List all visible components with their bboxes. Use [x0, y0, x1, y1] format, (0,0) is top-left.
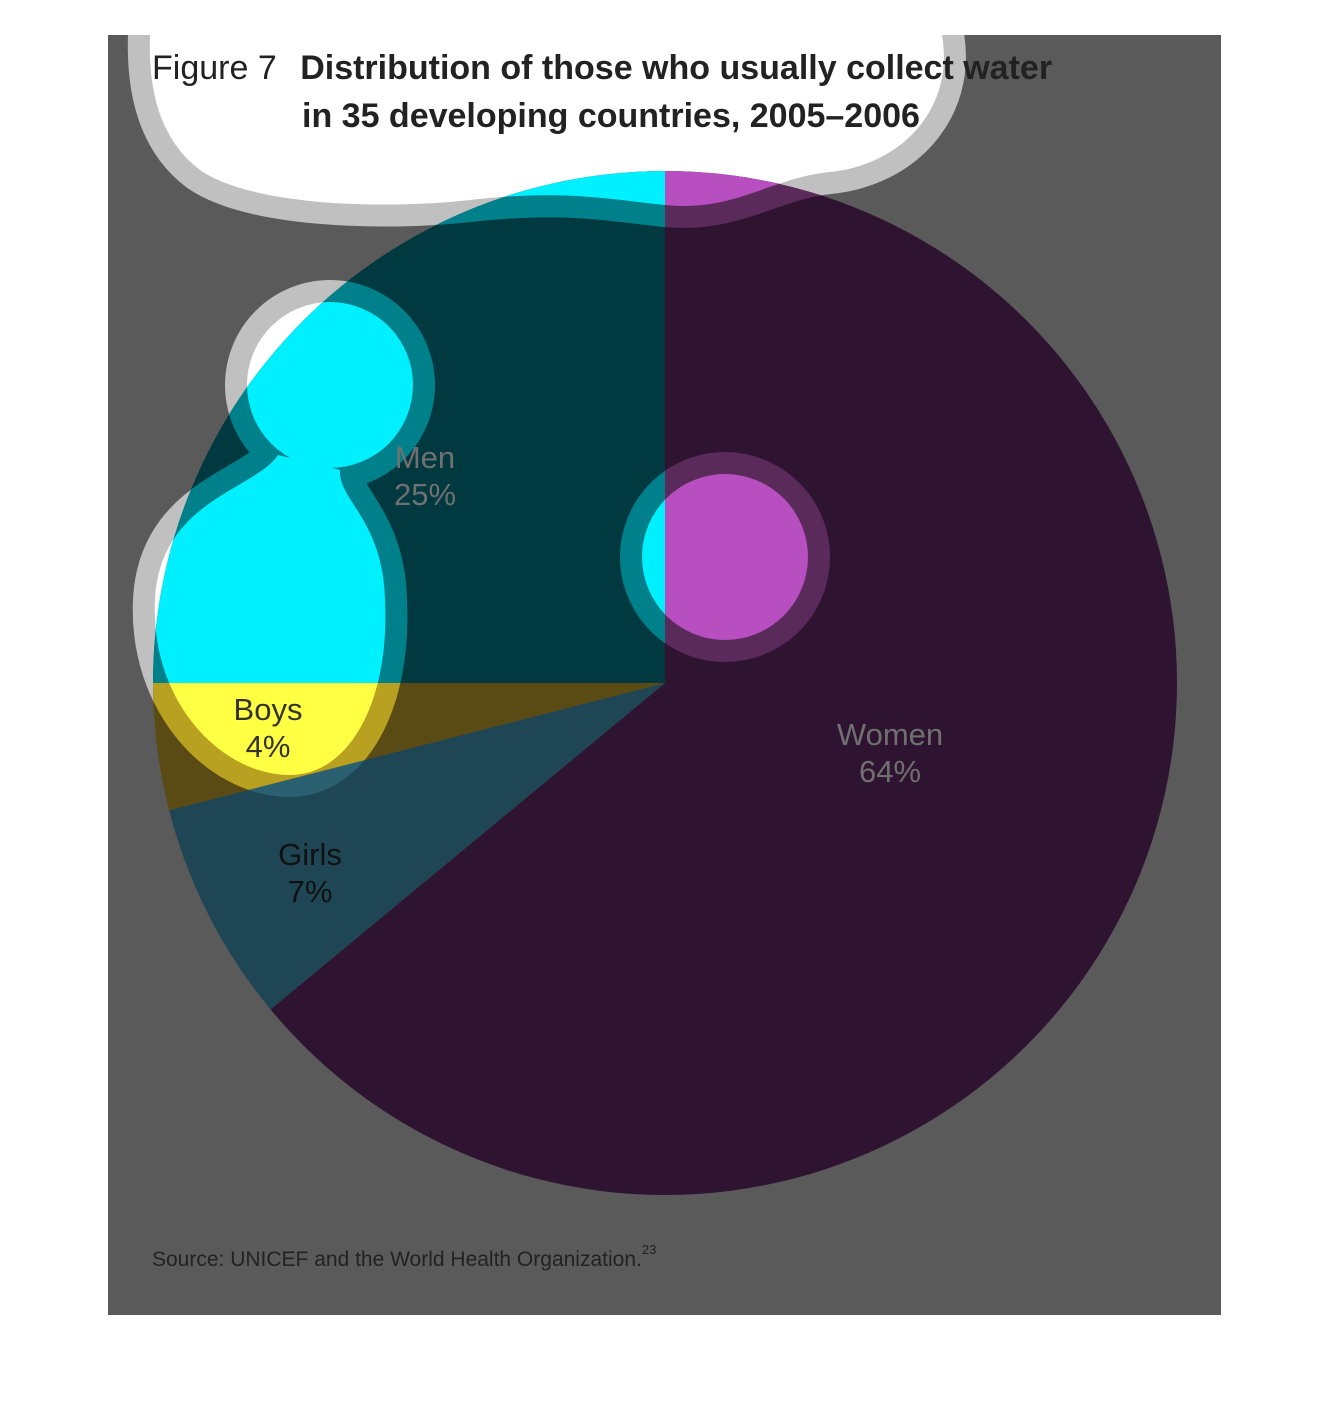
slice-label: Men	[395, 440, 455, 475]
slice-label: Girls	[278, 837, 342, 872]
slice-value-label: 64%	[859, 754, 921, 789]
decoration-shape	[149, 35, 944, 206]
decoration-shape	[247, 302, 413, 468]
pie-slice	[169, 683, 665, 1010]
slice-label: Boys	[234, 692, 303, 727]
title-line: in 35 developing countries, 2005–2006	[302, 97, 920, 135]
source: Source: UNICEF and the World Health Orga…	[152, 1242, 656, 1270]
slice-decoration	[153, 171, 665, 683]
slice-value-label: 7%	[288, 874, 333, 909]
slice-decoration	[153, 683, 408, 798]
slice-value-label: 4%	[246, 729, 291, 764]
decoration-shape	[154, 683, 386, 775]
title: Figure 7 Distribution of those who usual…	[152, 49, 1062, 135]
decoration-shape	[154, 455, 386, 683]
pie	[153, 171, 1178, 1196]
source-text: Source: UNICEF and the World Health Orga…	[152, 1248, 642, 1271]
slice-value-label: 25%	[394, 477, 456, 512]
figure-label: Figure 7	[152, 49, 277, 87]
source-ref: 23	[642, 1242, 656, 1257]
decoration-shape	[642, 474, 808, 640]
title-line: Distribution of those who usually collec…	[300, 49, 1052, 87]
slice-label: Women	[837, 717, 943, 752]
decoration-shape	[153, 171, 665, 228]
pie-slice	[270, 171, 1178, 1196]
